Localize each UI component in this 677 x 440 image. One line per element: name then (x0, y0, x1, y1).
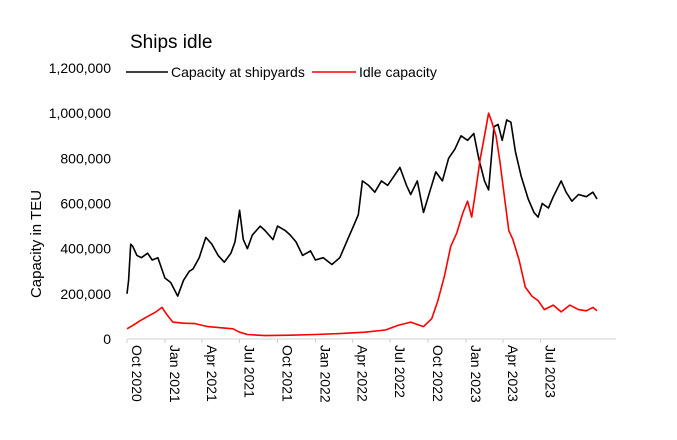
series-group (126, 112, 598, 337)
y-tick-label: 0 (103, 331, 111, 347)
legend: Capacity at shipyards Idle capacity (126, 64, 437, 80)
x-axis: Oct 2020 Jan 2021 Apr 2021 Jul 2021 Oct 2021… (126, 339, 559, 403)
x-tick-label: Apr 2022 (355, 345, 371, 402)
y-tick-label: 600,000 (60, 196, 111, 212)
y-tick-label: 1,000,000 (49, 105, 111, 121)
x-tick-label: Oct 2022 (430, 345, 446, 402)
series-line-capacity-at-shipyards (126, 119, 598, 297)
y-tick-label: 1,200,000 (49, 60, 111, 76)
x-tick-label: Jul 2022 (392, 345, 408, 398)
legend-label: Capacity at shipyards (171, 64, 305, 80)
x-tick-label: Oct 2020 (129, 345, 145, 402)
y-tick-label: 800,000 (60, 150, 111, 166)
x-tick-label: Jan 2022 (317, 345, 333, 403)
y-axis: 0 200,000 400,000 600,000 800,000 1,000,000 1,… (49, 60, 112, 347)
y-axis-title: Capacity in TEU (28, 190, 45, 298)
x-tick-label: Apr 2023 (505, 345, 521, 402)
x-tick-label: Jan 2023 (468, 345, 484, 403)
chart-title: Ships idle (130, 32, 212, 53)
x-tick-label: Oct 2021 (279, 345, 295, 402)
y-tick-label: 200,000 (60, 286, 111, 302)
x-tick-label: Apr 2021 (204, 345, 220, 402)
series-line-idle-capacity (126, 112, 598, 337)
x-tick-label: Jul 2021 (242, 345, 258, 398)
y-tick-label: 400,000 (60, 241, 111, 257)
legend-label: Idle capacity (359, 64, 437, 80)
x-tick-label: Jan 2021 (167, 345, 183, 403)
x-tick-label: Jul 2023 (543, 345, 559, 398)
